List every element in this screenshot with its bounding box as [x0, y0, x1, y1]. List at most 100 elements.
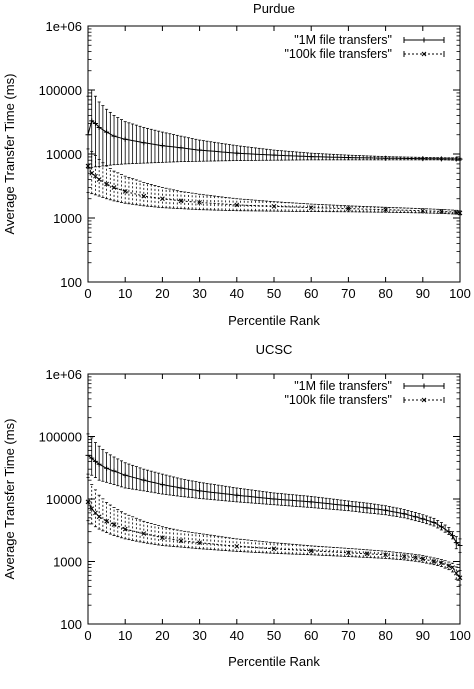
data-point [89, 506, 95, 512]
data-point [457, 210, 463, 216]
y-tick-label: 100000 [39, 83, 82, 98]
data-point [420, 516, 426, 522]
data-point [412, 514, 418, 520]
data-point [364, 505, 370, 511]
x-tick-label: 50 [267, 286, 281, 301]
legend-label: "1M file transfers" [294, 33, 392, 47]
data-point [308, 205, 314, 211]
x-tick-label: 30 [192, 286, 206, 301]
data-point [346, 550, 351, 556]
x-tick-label: 100 [449, 286, 471, 301]
data-point [89, 455, 95, 461]
x-tick-label: 60 [304, 286, 318, 301]
data-point [104, 129, 110, 135]
data-point [111, 185, 117, 190]
data-point [271, 204, 277, 209]
data-point [401, 554, 407, 559]
data-point [446, 529, 452, 535]
data-point [160, 196, 165, 202]
data-point [431, 559, 437, 564]
x-tick-label: 80 [378, 286, 392, 301]
data-point [234, 202, 240, 208]
y-tick-label: 10000 [46, 492, 82, 507]
data-point [383, 552, 388, 558]
x-tick-label: 0 [84, 628, 91, 643]
data-point [178, 198, 184, 204]
x-tick-label: 90 [416, 628, 430, 643]
x-tick-label: 50 [267, 628, 281, 643]
data-point [383, 155, 389, 161]
x-tick-label: 30 [192, 628, 206, 643]
data-point [141, 531, 147, 536]
legend-label: "1M file transfers" [294, 379, 392, 393]
x-tick-label: 70 [341, 628, 355, 643]
x-tick-label: 90 [416, 286, 430, 301]
data-point [111, 522, 117, 527]
data-point [104, 518, 109, 524]
data-point [453, 570, 459, 576]
x-tick-label: 70 [341, 286, 355, 301]
data-point [178, 145, 184, 151]
series-1m [85, 433, 463, 553]
y-axis-label: Average Transfer Time (ms) [2, 74, 17, 235]
data-point [111, 133, 117, 139]
data-point [111, 468, 117, 474]
y-tick-label: 1000 [53, 211, 82, 226]
x-tick-label: 80 [378, 628, 392, 643]
data-point [420, 556, 426, 562]
data-point [159, 143, 165, 149]
data-point [420, 156, 426, 162]
legend-marker [421, 51, 427, 57]
x-axis-label: Percentile Rank [228, 654, 320, 669]
data-point [383, 507, 389, 513]
series-1m [85, 89, 463, 169]
y-tick-label: 1e+06 [45, 367, 82, 382]
data-point [457, 575, 463, 581]
data-point [439, 560, 444, 566]
data-point [92, 120, 98, 126]
data-point [364, 551, 370, 557]
data-point [96, 461, 102, 467]
legend-marker [421, 37, 427, 43]
data-point [234, 543, 240, 549]
data-point [438, 524, 444, 530]
data-point [431, 520, 437, 526]
data-point [308, 154, 314, 160]
data-point [85, 163, 91, 169]
data-point [438, 156, 444, 162]
legend-label: "100k file transfers" [284, 393, 392, 407]
data-point [85, 132, 91, 138]
data-point [122, 472, 128, 478]
y-axis-label: Average Transfer Time (ms) [2, 419, 17, 580]
data-point [89, 118, 95, 124]
data-point [420, 208, 426, 214]
chart-title: UCSC [256, 342, 293, 357]
x-tick-label: 60 [304, 628, 318, 643]
data-point [450, 533, 456, 539]
data-point [453, 540, 459, 546]
data-point [197, 147, 203, 153]
chart-purdue: Purdue 0 10 20 30 40 50 60 70 80 90 100 100 1000 10000… [2, 1, 471, 328]
data-point [85, 499, 91, 505]
x-tick-label: 20 [155, 628, 169, 643]
y-tick-label: 10000 [46, 147, 82, 162]
data-point [96, 124, 102, 130]
data-point [96, 177, 102, 182]
data-point [450, 565, 455, 570]
x-tick-label: 10 [118, 286, 132, 301]
data-point [104, 181, 109, 187]
data-point [446, 563, 452, 569]
data-point [308, 548, 314, 554]
data-point [383, 207, 388, 213]
legend-marker [421, 397, 427, 403]
x-tick-label: 0 [84, 286, 91, 301]
data-point [160, 535, 165, 541]
data-point [122, 136, 128, 142]
data-point [96, 514, 102, 520]
data-point [271, 496, 277, 502]
data-point [457, 543, 463, 549]
data-point [141, 477, 147, 483]
data-point [453, 209, 459, 215]
data-point [159, 482, 165, 488]
x-tick-label: 100 [449, 628, 471, 643]
